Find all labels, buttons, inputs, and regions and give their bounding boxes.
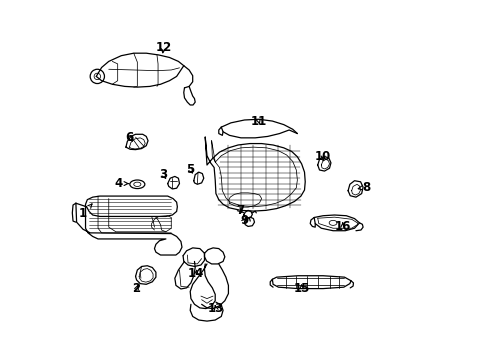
Text: 14: 14	[188, 267, 204, 280]
Text: 13: 13	[207, 302, 224, 315]
Text: 12: 12	[155, 41, 171, 54]
Text: 3: 3	[159, 168, 167, 181]
Text: 5: 5	[186, 163, 194, 176]
Text: 16: 16	[334, 220, 350, 233]
Text: 10: 10	[314, 150, 330, 163]
Text: 11: 11	[250, 114, 266, 127]
Text: 15: 15	[293, 283, 309, 296]
Text: 9: 9	[240, 213, 248, 226]
Text: 4: 4	[114, 177, 128, 190]
Text: 2: 2	[132, 283, 141, 296]
Text: 7: 7	[235, 204, 244, 217]
Text: 8: 8	[358, 181, 369, 194]
Text: 6: 6	[125, 131, 133, 144]
Text: 1: 1	[79, 204, 92, 220]
